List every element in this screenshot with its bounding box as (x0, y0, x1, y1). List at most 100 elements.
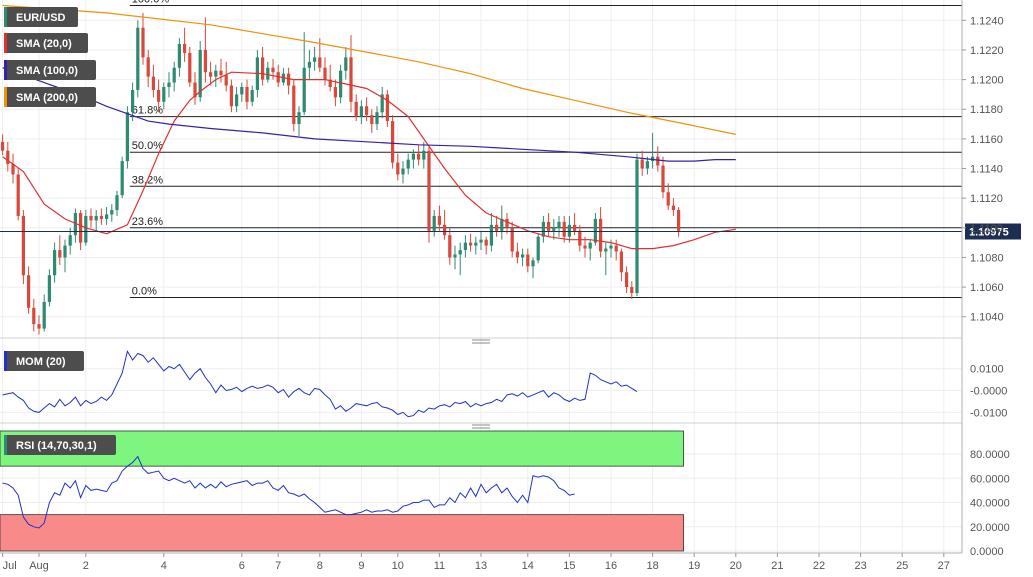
candle-body (344, 57, 348, 71)
candle-body (552, 227, 556, 231)
current-price-label: 1.10975 (969, 227, 1009, 239)
candle-body (401, 168, 405, 175)
x-tick-label: 10 (392, 560, 404, 572)
sma100-label: SMA (100,0) (16, 65, 78, 77)
candle-body (448, 235, 452, 258)
candle-body (526, 254, 530, 267)
candle-body (229, 85, 234, 107)
candle-body (583, 245, 587, 249)
momentum-pane[interactable] (2, 349, 638, 418)
candle-body (94, 215, 98, 221)
candle-body (302, 67, 306, 113)
candle-body (515, 251, 520, 258)
candle-body (42, 301, 46, 329)
fibonacci-label: 100.0% (132, 0, 170, 5)
price-tick-label: 1.1180 (970, 104, 1003, 116)
candle-body (671, 205, 676, 211)
price-pane[interactable]: 100.0%61.8%50.0%38.2%23.6%0.0%1.10975 (0, 0, 1021, 335)
x-tick-label: Aug (29, 560, 49, 572)
candle-body (630, 287, 634, 294)
candle-body (250, 89, 254, 102)
x-tick-label: 9 (358, 560, 364, 572)
x-tick-label: 4 (161, 560, 167, 572)
candle-body (463, 242, 468, 251)
candle-body (47, 275, 52, 302)
candle-body (292, 85, 296, 125)
candle-body (297, 112, 301, 125)
candle-body (645, 161, 650, 169)
x-tick-label: 19 (688, 560, 700, 572)
candle-body (416, 153, 421, 160)
candle-body (619, 251, 624, 273)
candle-body (572, 224, 577, 231)
candle-body (458, 250, 462, 255)
price-tick-label: 1.1060 (970, 282, 1004, 294)
x-tick-label: 7 (275, 560, 281, 572)
price-tick-label: 1.1040 (970, 312, 1004, 324)
candle-body (624, 272, 629, 288)
candle-body (136, 27, 140, 90)
candle-body (26, 275, 31, 308)
fibonacci-label: 61.8% (132, 105, 163, 117)
candle-body (442, 224, 447, 236)
rsi-tick-label: 80.0000 (970, 449, 1010, 461)
x-tick-label: 16 (605, 560, 617, 572)
candle-body (73, 212, 78, 236)
fibonacci-label: 0.0% (132, 285, 157, 297)
candle-body (318, 57, 322, 68)
candle-body (453, 254, 457, 258)
sma200-swatch (4, 87, 7, 107)
candle-body (666, 192, 670, 206)
candle-body (354, 101, 358, 117)
x-tick-label: 25 (896, 560, 908, 572)
candle-body (598, 218, 603, 252)
x-tick-label: 18 (646, 560, 658, 572)
price-tick-label: 1.1100 (970, 223, 1003, 235)
price-tick-label: 1.1080 (970, 252, 1004, 264)
candle-body (271, 67, 275, 73)
candle-body (323, 67, 327, 80)
candle-body (432, 215, 436, 231)
candle-body (188, 52, 192, 83)
candle-body (214, 70, 218, 77)
candle-body (385, 94, 390, 122)
candle-body (640, 159, 644, 169)
candle-body (541, 221, 546, 237)
candle-body (593, 218, 598, 243)
candle-body (146, 57, 150, 77)
x-tick-label: 6 (239, 560, 245, 572)
candle-body (380, 94, 384, 113)
candle-body (203, 49, 208, 73)
mom-tick-label: 0.0100 (970, 364, 1004, 376)
candle-body (6, 150, 10, 165)
candle-body (234, 94, 239, 107)
candle-body (427, 150, 431, 231)
candle-body (520, 254, 525, 258)
sma-line (2, 71, 736, 250)
candle-body (115, 195, 119, 211)
x-tick-label: 15 (563, 560, 575, 572)
x-tick-label: 2 (83, 560, 89, 572)
mom-label: MOM (20) (16, 356, 66, 368)
candle-body (546, 221, 551, 231)
candle-body (359, 106, 364, 117)
x-tick-label: 14 (522, 560, 534, 572)
legend-labels[interactable]: EUR/USD SMA (20,0) SMA (100,0) SMA (200,0) M… (4, 7, 116, 455)
candle-body (474, 242, 478, 246)
rsi-label: RSI (14,70,30,1) (16, 440, 97, 452)
candle-body (141, 27, 145, 58)
price-tick-label: 1.1120 (970, 193, 1003, 205)
candle-body (240, 87, 244, 95)
candle-body (182, 44, 187, 53)
candle-body (276, 72, 280, 83)
candle-body (193, 82, 197, 98)
candle-body (656, 156, 660, 166)
sma-line (2, 67, 736, 162)
candle-body (609, 245, 613, 249)
candle-body (21, 215, 26, 276)
rsi-swatch (4, 435, 7, 455)
candle-body (406, 159, 410, 169)
fibonacci-label: 50.0% (132, 140, 163, 152)
candle-body (167, 82, 171, 87)
